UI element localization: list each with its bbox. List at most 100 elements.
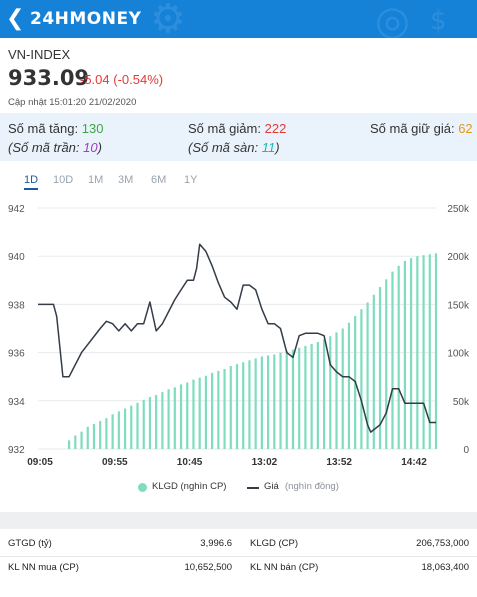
price-line bbox=[38, 243, 436, 433]
volume-bar bbox=[403, 261, 407, 449]
volume-bar bbox=[372, 294, 375, 449]
floor-value: 11 bbox=[261, 140, 276, 155]
volume-bar bbox=[99, 421, 102, 449]
volume-bar bbox=[223, 368, 226, 449]
tab-1y[interactable]: 1Y bbox=[184, 174, 198, 186]
volume-bar bbox=[260, 356, 263, 449]
ceiling-label: (Số mã trần: bbox=[8, 140, 80, 155]
volume-bar bbox=[204, 375, 208, 449]
update-time: Cập nhật 15:01:20 21/02/2020 bbox=[8, 97, 137, 108]
y-right-tick-label: 100k bbox=[447, 349, 470, 360]
stats-row: KL NN mua (CP) 10,652,500 KL NN bán (CP)… bbox=[0, 558, 477, 580]
advancing-label: Số mã tăng: bbox=[8, 121, 79, 136]
tab-1m[interactable]: 1M bbox=[88, 174, 104, 186]
floor-count: (Số mã sàn: 11) bbox=[188, 140, 280, 155]
volume-bar bbox=[248, 360, 251, 449]
x-tick-label: 14:42 bbox=[401, 457, 427, 468]
unchanged-count: Số mã giữ giá: 62 bbox=[370, 121, 473, 136]
declining-count: Số mã giảm: 222 bbox=[188, 121, 286, 136]
volume-bar bbox=[161, 392, 164, 449]
unchanged-value: 62 bbox=[458, 121, 473, 136]
volume-bar bbox=[254, 358, 257, 449]
volume-bar bbox=[229, 366, 232, 449]
tab-6m[interactable]: 6M bbox=[151, 174, 167, 186]
volume-bar bbox=[173, 387, 176, 449]
y-left-tick-label: 942 bbox=[8, 204, 25, 215]
floor-label: (Số mã sàn: bbox=[188, 140, 259, 155]
nn-sell-label: KL NN bán (CP) bbox=[250, 562, 319, 573]
volume-bar bbox=[142, 399, 145, 449]
x-tick-label: 13:02 bbox=[252, 457, 278, 468]
volume-bar bbox=[266, 355, 270, 449]
legend-volume-marker bbox=[138, 483, 147, 492]
klgd-value: 206,753,000 bbox=[416, 538, 469, 549]
volume-bar bbox=[111, 414, 114, 449]
legend-price-label: Giá bbox=[264, 481, 279, 492]
y-left-tick-label: 940 bbox=[8, 252, 25, 263]
intraday-chart: 942 250k 940 200k 938 150k 936 100k 934 50k 932 0 09… bbox=[0, 198, 477, 481]
volume-bar bbox=[310, 343, 313, 449]
y-left-tick-label: 932 bbox=[8, 445, 25, 456]
index-change: -5.04 (-0.54%) bbox=[80, 72, 164, 87]
gtgd-value: 3,996.6 bbox=[200, 538, 232, 549]
tab-10d[interactable]: 10D bbox=[53, 174, 74, 186]
y-left-tick-label: 938 bbox=[8, 300, 25, 311]
volume-bar bbox=[291, 349, 295, 449]
app-header: ⚙ ◎ $ ❮ 24HMONEY bbox=[0, 0, 477, 38]
chevron-left-icon[interactable]: ❮ bbox=[6, 6, 25, 31]
volume-bar bbox=[378, 287, 382, 449]
gtgd-label: GTGD (tỷ) bbox=[8, 538, 52, 549]
volume-bar bbox=[86, 426, 89, 449]
stats-divider bbox=[0, 556, 477, 557]
chart-svg: 942 250k 940 200k 938 150k 936 100k 934 50k 932 0 09… bbox=[8, 204, 470, 468]
y-right-tick-label: 150k bbox=[447, 300, 470, 311]
legend-price-marker bbox=[247, 487, 259, 489]
tab-3m[interactable]: 3M bbox=[118, 174, 134, 186]
volume-bar bbox=[397, 265, 400, 449]
volume-bar bbox=[335, 332, 338, 449]
volume-bar bbox=[105, 418, 108, 449]
volume-bar bbox=[123, 408, 127, 449]
volume-bar bbox=[74, 435, 77, 449]
volume-bar bbox=[67, 440, 71, 449]
nn-buy-label: KL NN mua (CP) bbox=[8, 562, 79, 573]
volume-bar bbox=[217, 370, 220, 449]
floor-close: ) bbox=[275, 140, 280, 155]
volume-bar bbox=[186, 382, 189, 449]
advancing-count: Số mã tăng: 130 bbox=[8, 121, 103, 136]
volume-bar bbox=[391, 271, 394, 449]
chart-legend: KLGD (nghìn CP) Giá (nghìn đồng) bbox=[0, 480, 477, 496]
declining-value: 222 bbox=[264, 121, 287, 136]
volume-bar bbox=[167, 389, 170, 449]
volume-bar bbox=[242, 362, 245, 449]
nn-sell-value: 18,063,400 bbox=[421, 562, 469, 573]
x-tick-label: 10:45 bbox=[177, 457, 203, 468]
volume-bar bbox=[304, 345, 307, 449]
y-right-tick-label: 0 bbox=[463, 445, 469, 456]
app-logo: 24HMONEY bbox=[30, 9, 142, 29]
declining-label: Số mã giảm: bbox=[188, 121, 261, 136]
volume-bar bbox=[80, 431, 83, 449]
volume-bar bbox=[211, 372, 214, 449]
stats-row: GTGD (tỷ) 3,996.6 KLGD (CP) 206,753,000 bbox=[0, 534, 477, 556]
ceiling-close: ) bbox=[97, 140, 102, 155]
index-name: VN-INDEX bbox=[8, 47, 71, 62]
volume-bar bbox=[198, 377, 201, 449]
tab-1d[interactable]: 1D bbox=[24, 174, 39, 190]
volume-bar bbox=[130, 405, 133, 449]
nn-buy-value: 10,652,500 bbox=[184, 562, 232, 573]
volume-bar bbox=[179, 384, 183, 449]
y-right-tick-label: 200k bbox=[447, 252, 470, 263]
y-left-tick-label: 936 bbox=[8, 349, 25, 360]
trading-stats: GTGD (tỷ) 3,996.6 KLGD (CP) 206,753,000 … bbox=[0, 529, 477, 597]
market-breadth-panel: Số mã tăng: 130 (Số mã trần: 10) Số mã g… bbox=[0, 113, 477, 161]
volume-bar bbox=[410, 258, 413, 449]
ceiling-count: (Số mã trần: 10) bbox=[8, 140, 102, 155]
volume-bar bbox=[329, 336, 332, 449]
volume-bar bbox=[434, 253, 438, 449]
volume-bar bbox=[136, 402, 139, 449]
section-divider bbox=[0, 512, 477, 529]
volume-bar bbox=[341, 328, 344, 449]
unchanged-label: Số mã giữ giá: bbox=[370, 121, 455, 136]
volume-bar bbox=[92, 423, 96, 449]
